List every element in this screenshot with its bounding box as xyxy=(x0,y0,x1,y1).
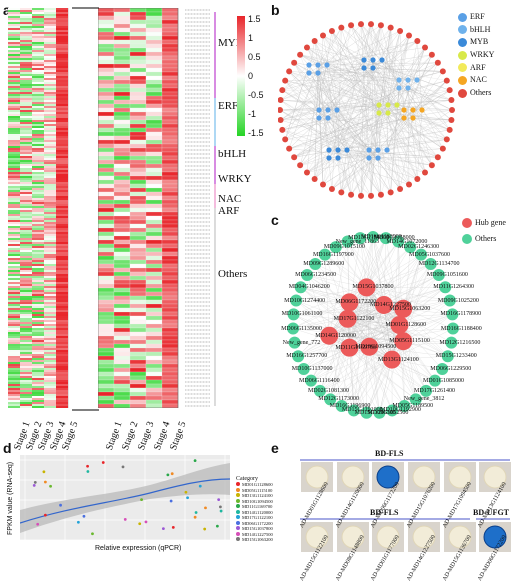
y2h-top-label: AD-MD06G1172200 xyxy=(370,481,401,529)
y2h-top-label: AD-MD01G1128600 xyxy=(299,481,330,529)
y2h-top-label: AD-MD13G1124100 xyxy=(477,481,508,529)
y2h-bottom-label: AD-MD15G1136700 xyxy=(442,534,473,582)
y2h-bottom-label: AD-MD06G1172200 xyxy=(477,534,508,582)
y2h-bottom-label: AD-MD08G1148800 xyxy=(335,534,366,582)
y2h-bottom-label: AD-MD15G1122100 xyxy=(299,534,330,582)
y2h-top-label: AD-MD14G1120000 xyxy=(335,481,366,529)
y2h-top-label: AD-MD15G1076200 xyxy=(406,481,437,529)
y2h-bottom-label: AD-MD14G1227500 xyxy=(406,534,437,582)
y2h-bottom-label: AD-MD01G1177000 xyxy=(370,534,401,582)
y2h-top-label: AD-MD17G1094500 xyxy=(442,481,473,529)
